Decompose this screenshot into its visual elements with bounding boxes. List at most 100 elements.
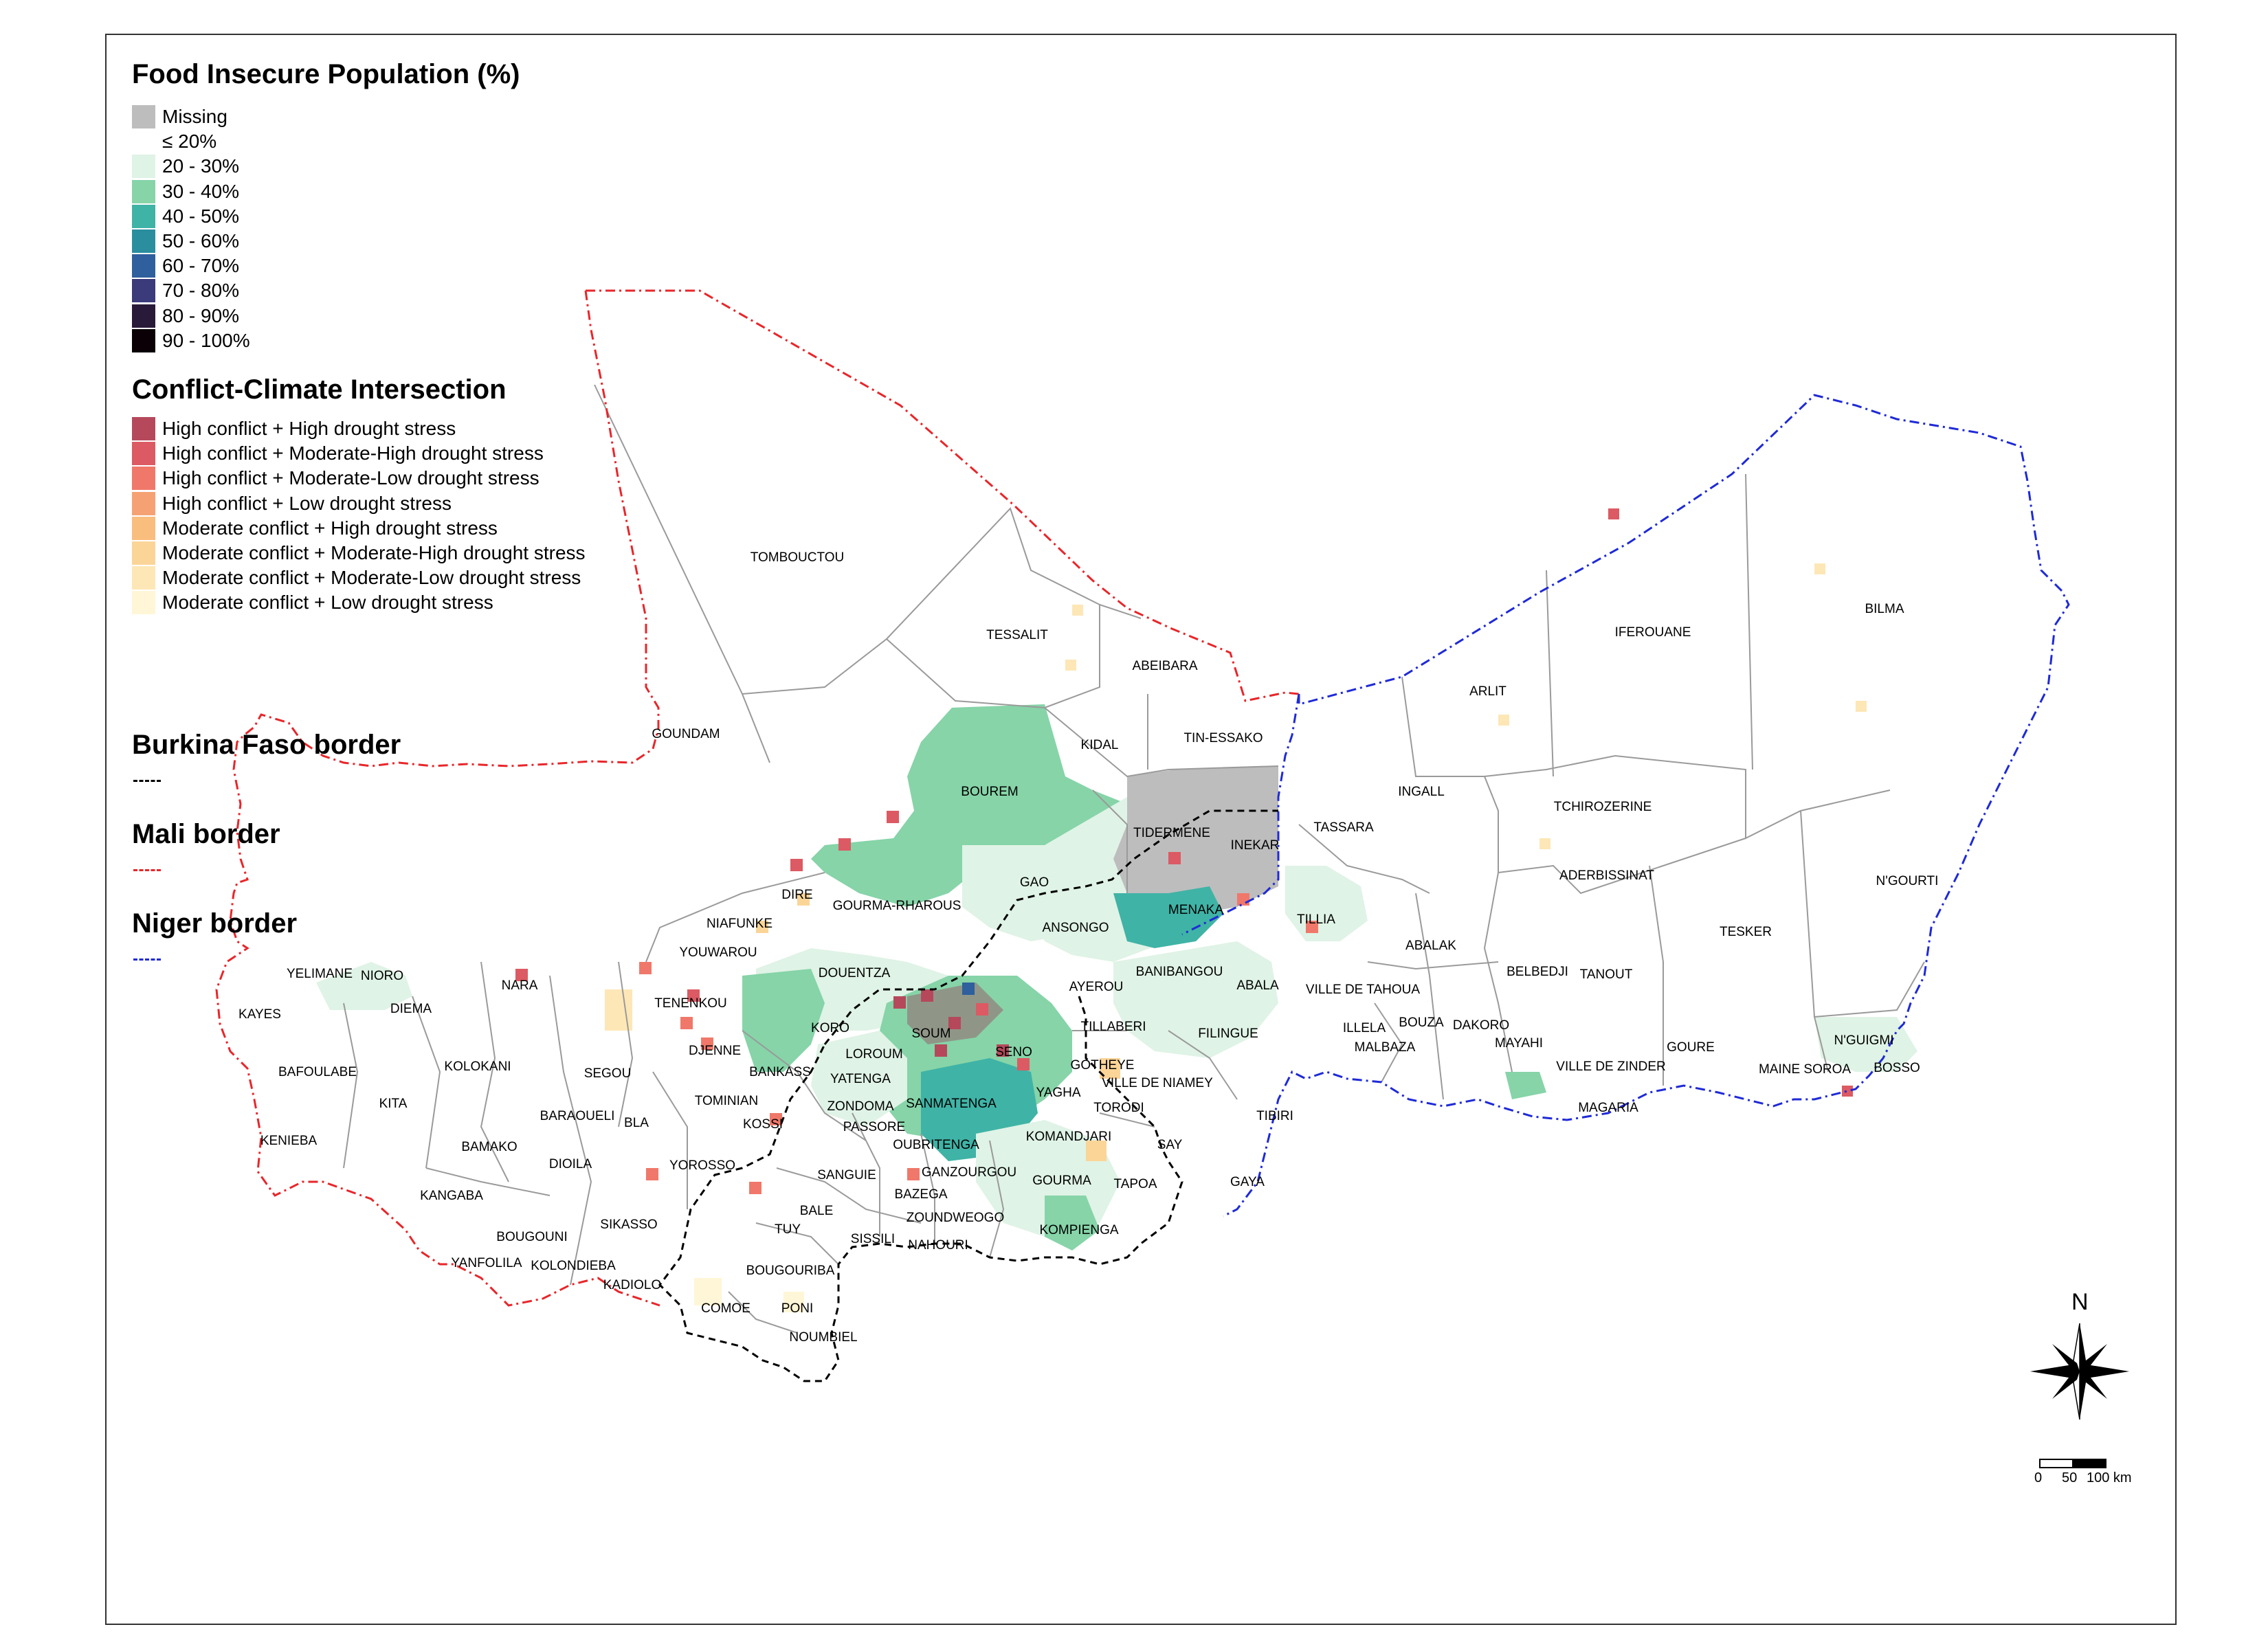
legend-food-label: 30 - 40%: [162, 180, 240, 202]
legend-food-swatch: [132, 204, 155, 228]
label-filingue: FILINGUE: [1198, 1027, 1258, 1041]
scale-tick-100: 100 km: [2087, 1470, 2132, 1485]
conflict-cell: [907, 1168, 920, 1180]
label-tuy: TUY: [775, 1222, 801, 1237]
legend-conflict-label: Moderate conflict + Moderate-Low drought…: [162, 567, 581, 589]
label-ingall: INGALL: [1398, 785, 1445, 799]
label-inekar: INEKAR: [1231, 838, 1280, 853]
label-kidal: KIDAL: [1081, 738, 1119, 752]
conflict-cell: [515, 969, 528, 981]
legend-food-label: 70 - 80%: [162, 280, 240, 302]
legend-food-item: Missing: [132, 104, 227, 129]
mali-border-line: [215, 289, 1300, 1307]
legend-conflict-label: High conflict + High drought stress: [162, 418, 456, 439]
conflict-cell: [1065, 660, 1076, 671]
conflict-cell: [783, 1292, 804, 1312]
conflict-cell: [1608, 508, 1619, 519]
mali-territory: [216, 291, 1299, 1305]
label-baraoueli: BARAOUELI: [540, 1109, 615, 1123]
food-insecurity-layer: [316, 704, 1917, 1250]
country-borders: [215, 289, 2070, 1382]
label-gao: GAO: [1020, 875, 1049, 890]
label-abeibara: ABEIBARA: [1132, 659, 1197, 673]
label-comoe: COMOE: [701, 1301, 751, 1316]
legend-food-label: Missing: [162, 106, 227, 127]
legend-food-label: 80 - 90%: [162, 304, 240, 326]
label-zondoma: ZONDOMA: [827, 1099, 893, 1114]
label-tchirozerine: TCHIROZERINE: [1554, 800, 1652, 814]
label-tibiri: TIBIRI: [1256, 1109, 1293, 1123]
legend-conflict-item: Moderate conflict + Moderate-Low drought…: [132, 565, 581, 590]
region-bourem-shade: [811, 704, 1127, 907]
conflict-cell: [694, 1278, 722, 1305]
legend-burkina-border-sample: [133, 780, 161, 782]
conflict-cell: [749, 1182, 761, 1194]
map-frame: [105, 34, 2177, 1625]
label-loroum: LOROUM: [845, 1047, 902, 1062]
conflict-cell: [1306, 921, 1318, 933]
label-yanfolila: YANFOLILA: [451, 1256, 522, 1270]
label-djenne: DJENNE: [689, 1044, 741, 1058]
label-abalak: ABALAK: [1405, 939, 1456, 953]
label-tassara: TASSARA: [1313, 820, 1374, 835]
conflict-cell: [887, 811, 899, 823]
label-yorosso: YOROSSO: [669, 1158, 735, 1173]
label-yatenga: YATENGA: [830, 1072, 891, 1086]
legend-food-item: ≤ 20%: [132, 129, 216, 154]
legend-food-item: 30 - 40%: [132, 179, 239, 204]
label-diema: DIEMA: [390, 1002, 432, 1016]
label-sikasso: SIKASSO: [600, 1218, 657, 1232]
label-tillia: TILLIA: [1297, 912, 1335, 927]
label-tenenkou: TENENKOU: [654, 996, 727, 1011]
legend-food-item: 50 - 60%: [132, 229, 239, 254]
label-noumbiel: NOUMBIEL: [789, 1330, 857, 1345]
legend-food-label: 60 - 70%: [162, 255, 240, 277]
label-ansongo: ANSONGO: [1042, 921, 1109, 935]
conflict-cell: [838, 838, 851, 851]
region-zinder-shade: [1505, 1072, 1546, 1099]
north-label: N: [2071, 1289, 2089, 1315]
label-nioro: NIORO: [361, 969, 403, 983]
label-bla: BLA: [624, 1116, 649, 1130]
conflict-cell: [1237, 893, 1249, 906]
legend-food-label: 50 - 60%: [162, 230, 240, 251]
legend-food-swatch: [132, 279, 155, 303]
legend-food-swatch: [132, 130, 155, 154]
label-tominian: TOMINIAN: [695, 1094, 759, 1108]
label-sanmatenga: SANMATENGA: [906, 1097, 997, 1111]
conflict-cell: [687, 989, 700, 1002]
label-ayerou: AYEROU: [1069, 980, 1124, 994]
conflict-cell: [948, 1017, 961, 1029]
label-bafoulabe: BAFOULABE: [278, 1065, 357, 1079]
label-abala: ABALA: [1236, 978, 1279, 993]
label-ngourti: N'GOURTI: [1876, 874, 1939, 888]
label-dire: DIRE: [781, 888, 812, 902]
label-youwarou: YOUWAROU: [679, 945, 757, 960]
label-kadiolo: KADIOLO: [603, 1278, 661, 1292]
label-say: SAY: [1157, 1138, 1183, 1152]
legend-conflict-swatch: [132, 442, 155, 466]
region-menaka-shade: [1113, 886, 1223, 948]
legend-conflict-item: High conflict + Low drought stress: [132, 491, 452, 516]
label-nara: NARA: [502, 978, 538, 993]
legend-conflict-label: Moderate conflict + Low drought stress: [162, 592, 493, 614]
label-ville-de-niamey: VILLE DE NIAMEY: [1102, 1076, 1213, 1090]
conflict-cell: [1539, 838, 1550, 849]
label-poni: PONI: [781, 1301, 813, 1316]
label-bankass: BANKASS: [749, 1065, 811, 1079]
legend-conflict-label: Moderate conflict + Moderate-High drough…: [162, 542, 586, 563]
label-bale: BALE: [800, 1204, 834, 1218]
legend-conflict-item: High conflict + Moderate-High drought st…: [132, 441, 544, 466]
legend-conflict-swatch: [132, 417, 155, 440]
label-komandjari: KOMANDJARI: [1026, 1130, 1112, 1144]
label-tombouctou: TOMBOUCTOU: [751, 550, 845, 565]
label-bamako: BAMAKO: [461, 1140, 517, 1154]
label-menaka: MENAKA: [1168, 903, 1224, 917]
label-ganzourgou: GANZOURGOU: [922, 1165, 1016, 1180]
conflict-squares-layer: [515, 508, 1867, 1312]
label-kolokani: KOLOKANI: [444, 1059, 511, 1074]
label-soum: SOUM: [912, 1027, 951, 1041]
legend-conflict-swatch: [132, 491, 155, 515]
legend-niger-border-label: Niger border: [132, 908, 298, 939]
